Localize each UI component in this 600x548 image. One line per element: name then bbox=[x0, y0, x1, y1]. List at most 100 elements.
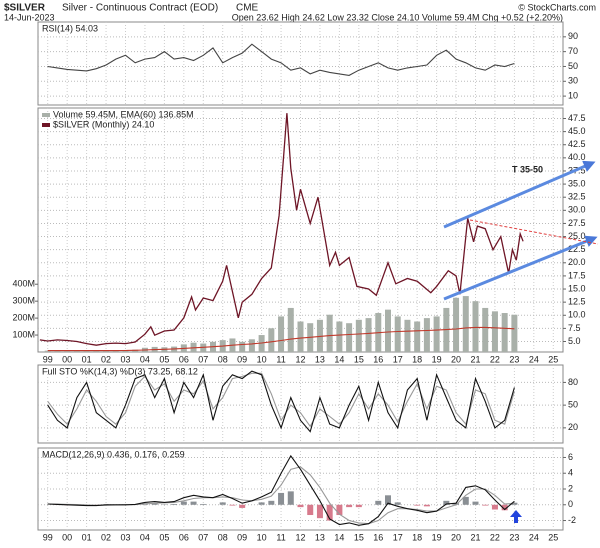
x-tick-label: 14 bbox=[334, 532, 344, 542]
bar bbox=[453, 297, 460, 352]
y-tick-label: 4 bbox=[568, 468, 573, 478]
bar bbox=[482, 504, 489, 506]
y2-tick-label: 300M bbox=[12, 296, 35, 306]
x-tick-label: 22 bbox=[490, 354, 500, 364]
x-tick-label: 08 bbox=[218, 532, 228, 542]
y-tick-label: 27.5 bbox=[568, 218, 586, 228]
x-tick-label: 11 bbox=[276, 354, 285, 364]
panel-title: MACD(12,26,9) 0.436, 0.176, 0.259 bbox=[42, 449, 185, 459]
x-tick-label: 04 bbox=[140, 532, 150, 542]
bar bbox=[414, 321, 421, 352]
bar bbox=[112, 350, 119, 352]
resistance-line bbox=[469, 219, 599, 245]
bar bbox=[326, 504, 333, 521]
y-tick-label: 10.0 bbox=[568, 310, 586, 320]
bar bbox=[336, 321, 343, 352]
bar bbox=[239, 504, 246, 508]
trend-arrow bbox=[443, 160, 596, 229]
bar bbox=[501, 313, 508, 352]
x-tick-label: 21 bbox=[470, 354, 480, 364]
bar bbox=[190, 501, 197, 505]
bar bbox=[443, 500, 450, 505]
x-tick-label: 24 bbox=[529, 532, 539, 542]
bar bbox=[326, 314, 333, 352]
line bbox=[47, 454, 515, 526]
x-tick-label: 03 bbox=[120, 354, 130, 364]
bar bbox=[394, 316, 401, 352]
y-tick-label: 40.0 bbox=[568, 152, 586, 162]
x-tick-label: 13 bbox=[315, 532, 325, 542]
x-tick-label: 25 bbox=[548, 354, 558, 364]
x-tick-label: 23 bbox=[509, 532, 519, 542]
bar bbox=[462, 296, 469, 352]
x-tick-label: 09 bbox=[237, 532, 247, 542]
bar bbox=[482, 307, 489, 352]
x-tick-label: 09 bbox=[237, 354, 247, 364]
bar bbox=[229, 504, 236, 506]
bar bbox=[54, 350, 61, 352]
x-tick-label: 12 bbox=[295, 532, 305, 542]
y-tick-label: 42.5 bbox=[568, 139, 586, 149]
panel-title: RSI(14) 54.03 bbox=[42, 23, 98, 33]
y-tick-label: 70 bbox=[568, 46, 578, 56]
legend-swatch bbox=[42, 123, 50, 127]
bar bbox=[248, 339, 255, 352]
x-tick-label: 99 bbox=[43, 532, 53, 542]
bar bbox=[64, 350, 71, 352]
y-tick-label: 17.5 bbox=[568, 270, 586, 280]
y-tick-label: 2 bbox=[568, 483, 573, 493]
bar bbox=[278, 316, 285, 352]
x-tick-label: 12 bbox=[295, 354, 305, 364]
x-tick-label: 25 bbox=[548, 532, 558, 542]
y-tick-label: 80 bbox=[568, 377, 578, 387]
y-tick-label: 10 bbox=[568, 90, 578, 100]
y-tick-label: 6 bbox=[568, 452, 573, 462]
x-tick-label: 15 bbox=[354, 532, 364, 542]
bar bbox=[268, 500, 275, 505]
x-tick-label: 99 bbox=[43, 354, 53, 364]
line bbox=[47, 370, 515, 433]
bar bbox=[151, 503, 158, 505]
x-tick-label: 02 bbox=[101, 532, 111, 542]
bar bbox=[200, 503, 207, 505]
x-tick-label: 17 bbox=[393, 532, 403, 542]
x-tick-label: 06 bbox=[179, 532, 189, 542]
signal-arrow bbox=[510, 510, 522, 523]
x-tick-label: 01 bbox=[82, 354, 92, 364]
x-tick-label: 17 bbox=[393, 354, 403, 364]
bar bbox=[239, 341, 246, 352]
y-tick-label: 20.0 bbox=[568, 257, 586, 267]
y-tick-label: 35.0 bbox=[568, 178, 586, 188]
line bbox=[47, 43, 515, 76]
x-tick-label: 18 bbox=[412, 354, 422, 364]
x-tick-label: 10 bbox=[257, 354, 267, 364]
annotation: T 35-50 bbox=[512, 164, 543, 174]
x-tick-label: 00 bbox=[62, 354, 72, 364]
bar bbox=[171, 503, 178, 505]
x-tick-label: 23 bbox=[509, 354, 519, 364]
quote: Open 23.62 High 24.62 Low 23.32 Close 24… bbox=[232, 12, 563, 22]
bar bbox=[472, 501, 479, 505]
y-tick-label: 22.5 bbox=[568, 244, 586, 254]
x-tick-label: 16 bbox=[373, 532, 383, 542]
x-tick-label: 00 bbox=[62, 532, 72, 542]
bar bbox=[423, 504, 430, 507]
y-tick-label: 15.0 bbox=[568, 283, 586, 293]
bar bbox=[44, 350, 51, 352]
line bbox=[47, 326, 515, 352]
x-tick-label: 19 bbox=[432, 532, 442, 542]
y-tick-label: 5.0 bbox=[568, 336, 581, 346]
x-tick-label: 20 bbox=[451, 354, 461, 364]
y-tick-label: 0 bbox=[568, 499, 573, 509]
x-tick-label: 05 bbox=[159, 354, 169, 364]
line bbox=[47, 372, 515, 428]
x-tick-label: 04 bbox=[140, 354, 150, 364]
exchange: CME bbox=[236, 3, 259, 14]
plot-area: 10 30 50 70 90 RSI(14) 54.03 5.0 7.5 10.0 12.5 15.… bbox=[12, 21, 586, 542]
annotation-layer: T 35-50 bbox=[443, 160, 599, 523]
legend-label: Volume 59.45M, EMA(60) 136.85M bbox=[53, 109, 194, 119]
bar bbox=[365, 318, 372, 352]
y-tick-label: 50 bbox=[568, 61, 578, 71]
x-tick-label: 16 bbox=[373, 354, 383, 364]
